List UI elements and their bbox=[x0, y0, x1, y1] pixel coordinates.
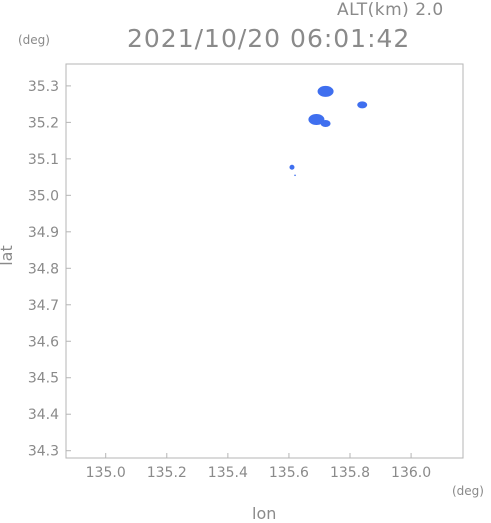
echo-point bbox=[294, 174, 296, 177]
altitude-label: ALT(km) 2.0 bbox=[337, 0, 444, 20]
y-tick-label: 34.6 bbox=[28, 334, 59, 350]
x-tick-label: 135.8 bbox=[330, 465, 370, 481]
echo-point bbox=[317, 85, 334, 97]
x-axis-unit: (deg) bbox=[452, 484, 484, 498]
y-tick-label: 34.3 bbox=[28, 444, 59, 460]
echo-point bbox=[308, 113, 325, 125]
data-points bbox=[289, 85, 368, 177]
y-tick-label: 35.0 bbox=[28, 188, 59, 204]
y-tick-label: 34.5 bbox=[28, 371, 59, 387]
x-tick-label: 135.2 bbox=[147, 465, 187, 481]
x-tick-label: 136.0 bbox=[391, 465, 431, 481]
plot-frame bbox=[65, 63, 464, 459]
y-tick-label: 34.7 bbox=[28, 298, 59, 314]
echo-point bbox=[289, 164, 295, 170]
x-tick-label: 135.6 bbox=[269, 465, 309, 481]
x-tick-label: 135.4 bbox=[208, 465, 248, 481]
echo-point bbox=[320, 119, 331, 127]
y-tick-label: 34.9 bbox=[28, 225, 59, 241]
tick-layer: 135.0 135.2 135.4 135.6 135.8 136.0 35.3 35.2 35… bbox=[28, 79, 431, 481]
y-tick-label: 35.1 bbox=[28, 152, 59, 168]
y-tick-label: 34.8 bbox=[28, 261, 59, 277]
echo-point bbox=[357, 101, 368, 109]
x-axis-label: lon bbox=[252, 504, 277, 523]
chart-title: 2021/10/20 06:01:42 bbox=[127, 24, 411, 53]
y-tick-label: 34.4 bbox=[28, 407, 59, 423]
y-tick-label: 35.3 bbox=[28, 79, 59, 95]
y-tick-label: 35.2 bbox=[28, 115, 59, 131]
x-tick-label: 135.0 bbox=[86, 465, 126, 481]
y-axis-unit: (deg) bbox=[18, 33, 50, 47]
